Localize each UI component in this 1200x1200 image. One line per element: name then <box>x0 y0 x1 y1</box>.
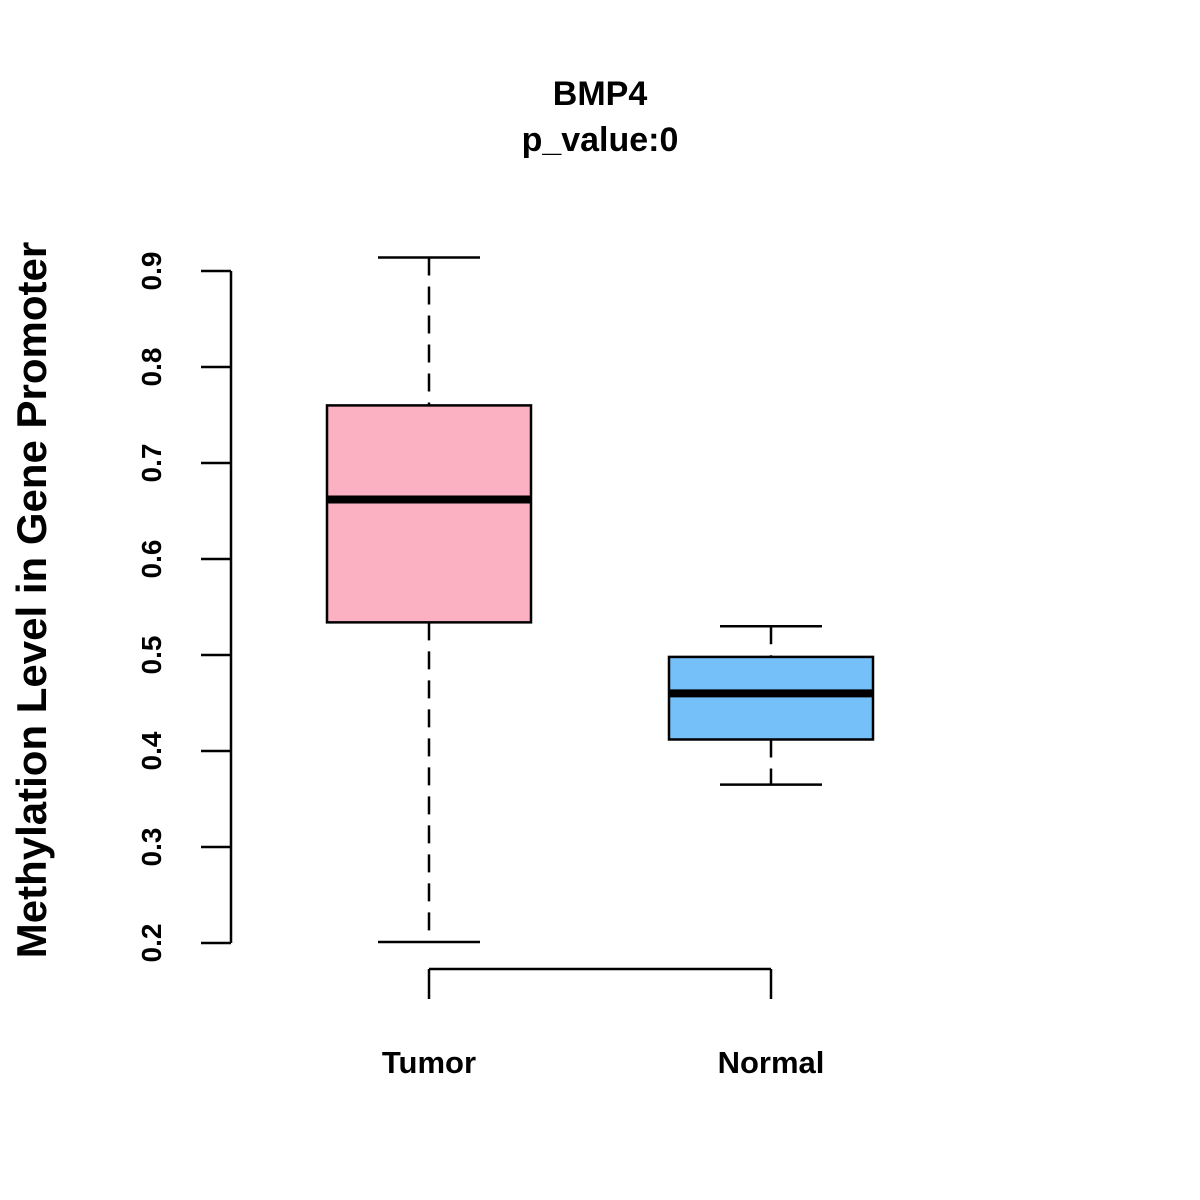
x-tick-label-tumor: Tumor <box>382 1045 476 1080</box>
box-normal <box>667 624 875 786</box>
y-tick-label: 0.3 <box>136 828 167 867</box>
y-tick-label: 0.9 <box>136 252 167 291</box>
x-axis: Tumor Normal <box>382 967 825 1080</box>
y-tick-label: 0.4 <box>136 731 167 770</box>
y-axis-title: Methylation Level in Gene Promoter <box>8 242 55 958</box>
chart-title: BMP4 <box>553 75 648 113</box>
y-tick-label: 0.8 <box>136 348 167 387</box>
y-tick-label: 0.7 <box>136 444 167 483</box>
y-tick-label: 0.6 <box>136 540 167 579</box>
chart-subtitle: p_value:0 <box>522 121 679 159</box>
y-axis: 0.2 0.3 0.4 0.5 0.6 0.7 0.8 0.9 <box>136 252 233 963</box>
box-tumor <box>325 256 533 944</box>
y-tick-label: 0.5 <box>136 636 167 675</box>
iqr-box <box>667 655 875 741</box>
x-tick-label-normal: Normal <box>718 1045 825 1080</box>
iqr-box <box>325 404 533 624</box>
y-tick-label: 0.2 <box>136 924 167 963</box>
boxes <box>325 256 875 944</box>
